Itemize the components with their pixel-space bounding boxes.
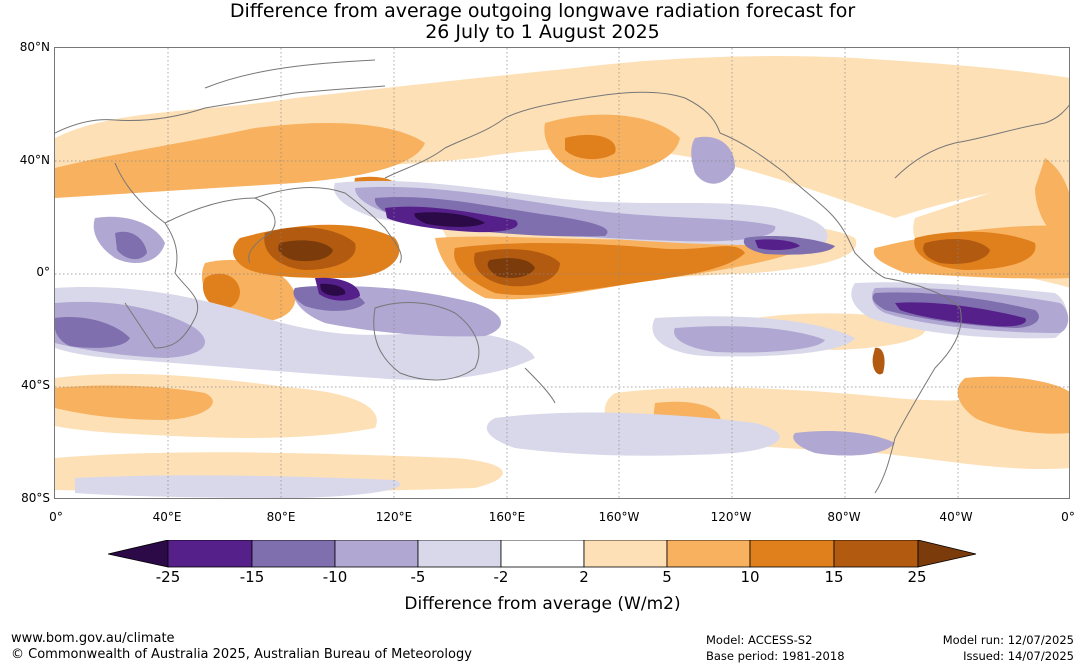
lat-label-equator: 0°	[36, 265, 50, 279]
colorbar-tick-label: 15	[824, 568, 844, 586]
lat-label-80s: 80°S	[21, 491, 50, 505]
colorbar-swatch-9	[833, 540, 919, 568]
colorbar-title: Difference from average (W/m2)	[404, 594, 681, 614]
footer-issued: Issued: 14/07/2025	[963, 649, 1074, 663]
colorbar-tick-label: 25	[907, 568, 927, 586]
lon-label-80e: 80°E	[266, 510, 296, 524]
colorbar-tick-label: -25	[155, 568, 181, 586]
colorbar-tick-label: -15	[239, 568, 265, 586]
lon-label-160e: 160°E	[488, 510, 526, 524]
colorbar-tick-label: -2	[493, 568, 509, 586]
lat-label-40n: 40°N	[19, 153, 50, 167]
colorbar-swatch-7	[666, 540, 751, 568]
lon-label-0-east: 0°	[1061, 510, 1075, 524]
colorbar-swatch-6	[583, 540, 668, 568]
footer-model: Model: ACCESS-S2	[706, 633, 813, 647]
colorbar-swatch-2	[251, 540, 336, 568]
colorbar-tick-label: 5	[662, 568, 672, 586]
colorbar	[108, 540, 977, 568]
anomaly-below-minus-25-regions	[320, 212, 485, 296]
footer-url[interactable]: www.bom.gov.au/climate	[11, 631, 175, 646]
lon-label-120w: 120°W	[710, 510, 752, 524]
map-panel[interactable]	[54, 47, 1070, 499]
lon-label-120e: 120°E	[375, 510, 413, 524]
colorbar-swatch-1	[167, 540, 253, 568]
lat-label-80n: 80°N	[19, 40, 50, 54]
graticule	[55, 48, 1069, 498]
colorbar-tick-label: 2	[579, 568, 589, 586]
lon-label-0-west: 0°	[49, 510, 63, 524]
map-title-line-1: Difference from average outgoing longwav…	[229, 0, 856, 22]
lon-label-40w: 40°W	[939, 510, 973, 524]
colorbar-swatch-5	[500, 540, 585, 568]
colorbar-swatch-3	[334, 540, 419, 568]
anomaly-above-25-regions	[278, 240, 535, 278]
lon-label-80w: 80°W	[827, 510, 861, 524]
footer-base-period: Base period: 1981-2018	[706, 649, 845, 663]
footer-copyright: © Commonwealth of Australia 2025, Austra…	[11, 647, 472, 662]
colorbar-tick-label: 10	[740, 568, 760, 586]
footer-model-run: Model run: 12/07/2025	[942, 633, 1074, 647]
olr-anomaly-map	[55, 48, 1069, 498]
coastlines	[55, 59, 1069, 494]
lon-label-160w: 160°W	[598, 510, 640, 524]
colorbar-tick-label: -5	[410, 568, 426, 586]
colorbar-tick-label: -10	[322, 568, 348, 586]
lat-label-40s: 40°S	[21, 378, 50, 392]
colorbar-swatch-8	[749, 540, 835, 568]
lon-label-40e: 40°E	[152, 510, 182, 524]
map-title-line-2: 26 July to 1 August 2025	[425, 21, 660, 43]
colorbar-swatch-4	[417, 540, 502, 568]
colorbar-right-arrow	[917, 540, 977, 568]
colorbar-left-arrow	[108, 540, 169, 568]
